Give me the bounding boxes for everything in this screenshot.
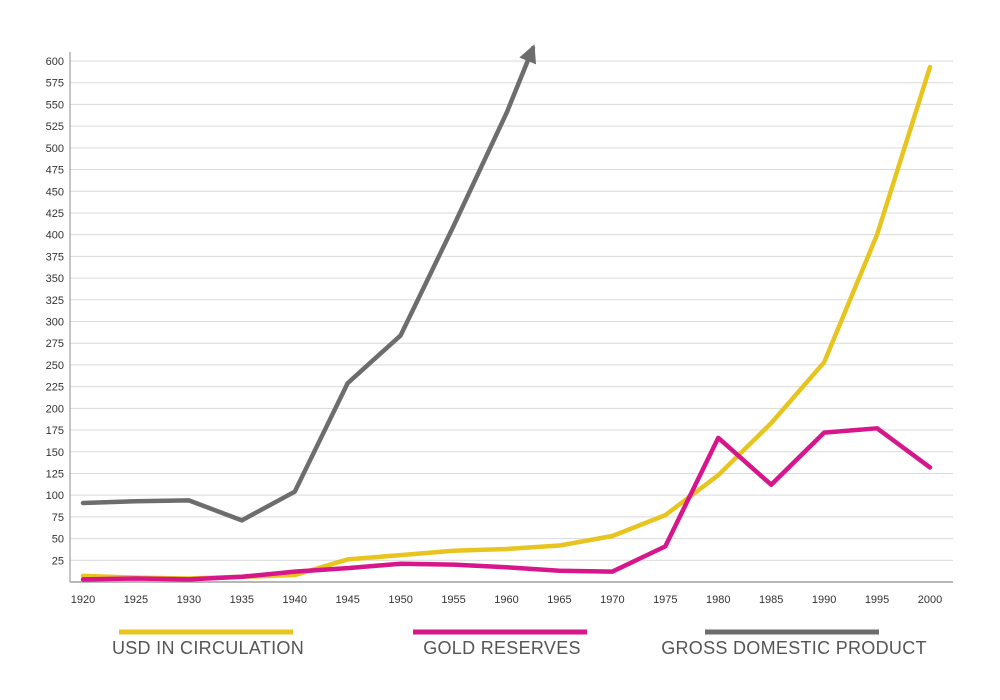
y-tick-label: 575: [46, 78, 64, 90]
grid-lines: [70, 60, 953, 561]
y-tick-label: 500: [46, 143, 64, 155]
y-tick-label: 350: [46, 273, 64, 285]
y-tick-label: 275: [46, 338, 64, 350]
y-tick-label: 325: [46, 295, 64, 307]
y-tick-label: 400: [46, 230, 64, 242]
y-tick-label: 450: [46, 186, 64, 198]
y-tick-label: 425: [46, 208, 64, 220]
x-tick-label: 1975: [653, 594, 677, 606]
y-tick-label: 475: [46, 165, 64, 177]
legend-label: GOLD RESERVES: [423, 638, 581, 658]
y-tick-label: 550: [46, 99, 64, 111]
y-tick-label: 200: [46, 403, 64, 415]
y-tick-label: 375: [46, 251, 64, 263]
series-line-gold-reserves: [80, 426, 933, 582]
x-tick-label: 1955: [441, 594, 465, 606]
series-line-usd-in-circulation: [80, 64, 933, 581]
y-tick-label: 525: [46, 121, 64, 133]
x-tick-label: 1925: [124, 594, 148, 606]
x-tick-label: 1920: [71, 594, 95, 606]
axes: [69, 52, 953, 583]
y-axis-ticks: 25 50 75 100 125 150 175 200 225 250 275 300 325 350 3…: [46, 56, 64, 567]
x-tick-label: 1945: [335, 594, 359, 606]
x-tick-label: 1930: [177, 594, 201, 606]
y-tick-label: 175: [46, 425, 64, 437]
x-tick-label: 1995: [865, 594, 889, 606]
y-tick-label: 250: [46, 360, 64, 372]
y-tick-label: 600: [46, 56, 64, 68]
y-tick-label: 100: [46, 490, 64, 502]
y-tick-label: 300: [46, 317, 64, 329]
x-tick-label: 1980: [706, 594, 730, 606]
y-tick-label: 50: [52, 534, 64, 546]
legend-label: USD IN CIRCULATION: [112, 638, 304, 658]
y-tick-label: 75: [52, 512, 64, 524]
x-tick-label: 1935: [230, 594, 254, 606]
y-tick-label: 225: [46, 382, 64, 394]
y-tick-label: 25: [52, 555, 64, 567]
series-line-gross-domestic-product: [80, 45, 536, 523]
legend-label: GROSS DOMESTIC PRODUCT: [661, 638, 927, 658]
series-lines: [80, 44, 933, 582]
y-tick-label: 150: [46, 447, 64, 459]
x-tick-label: 2000: [918, 594, 942, 606]
y-tick-label: 125: [46, 468, 64, 480]
arrowhead-icon: [519, 44, 537, 65]
x-axis-ticks: 1920 1925 1930 1935 1940 1945 1950 1955 1960 1965…: [71, 594, 942, 606]
x-tick-label: 1940: [283, 594, 307, 606]
x-tick-label: 1985: [759, 594, 783, 606]
x-tick-label: 1970: [600, 594, 624, 606]
x-tick-label: 1960: [494, 594, 518, 606]
x-tick-label: 1950: [388, 594, 412, 606]
x-tick-label: 1990: [812, 594, 836, 606]
x-tick-label: 1965: [547, 594, 571, 606]
legend: USD IN CIRCULATION GOLD RESERVES GROSS DOM…: [112, 629, 927, 658]
